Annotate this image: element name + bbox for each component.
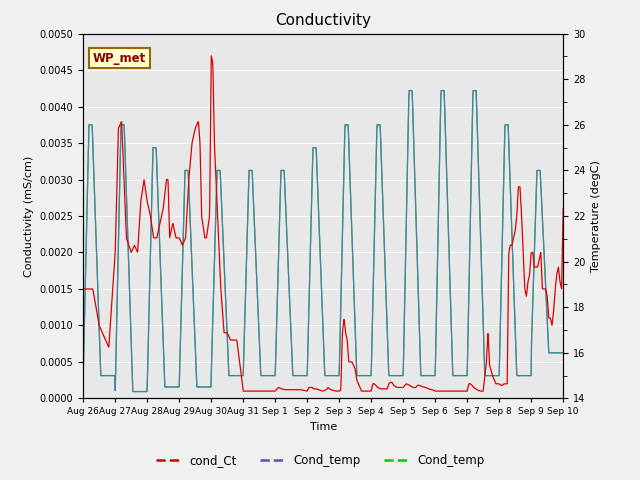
Legend: cond_Ct, Cond_temp, Cond_temp: cond_Ct, Cond_temp, Cond_temp [151,449,489,472]
X-axis label: Time: Time [310,422,337,432]
Y-axis label: Conductivity (mS/cm): Conductivity (mS/cm) [24,156,34,276]
Y-axis label: Temperature (degC): Temperature (degC) [591,160,601,272]
Text: WP_met: WP_met [93,52,146,65]
Title: Conductivity: Conductivity [275,13,371,28]
